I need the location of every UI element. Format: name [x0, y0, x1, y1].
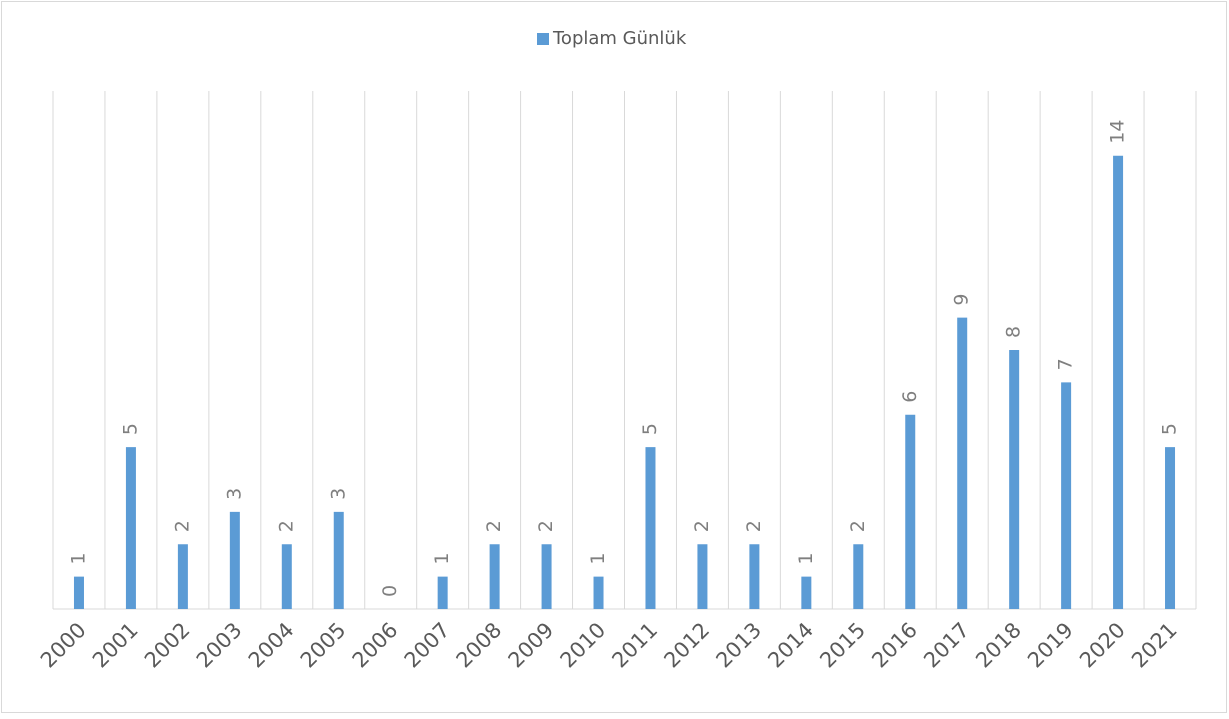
data-label: 5	[639, 423, 661, 435]
bar	[1113, 155, 1124, 609]
bar	[749, 544, 760, 609]
bar	[177, 544, 188, 609]
data-label: 5	[119, 423, 141, 435]
bar	[853, 544, 864, 609]
bar	[801, 576, 812, 609]
data-label: 14	[1107, 120, 1129, 144]
data-label: 2	[535, 520, 557, 532]
bar	[905, 414, 916, 609]
data-label: 1	[67, 553, 89, 565]
bar	[957, 317, 968, 609]
data-label: 1	[587, 553, 609, 565]
legend-label: Toplam Günlük	[552, 28, 687, 49]
bar	[593, 576, 604, 609]
bar	[645, 447, 656, 609]
data-label: 3	[327, 488, 349, 500]
data-label: 2	[275, 520, 297, 532]
bar	[437, 576, 448, 609]
data-label: 2	[847, 520, 869, 532]
data-label: 9	[951, 294, 973, 306]
data-label: 6	[899, 391, 921, 403]
data-label: 7	[1055, 358, 1077, 370]
data-label: 8	[1003, 326, 1025, 338]
bar	[229, 511, 240, 609]
bar	[541, 544, 552, 609]
bar	[281, 544, 292, 609]
data-label: 2	[483, 520, 505, 532]
data-label: 3	[223, 488, 245, 500]
bar	[1165, 447, 1176, 609]
legend-swatch	[537, 33, 549, 45]
data-label: 2	[743, 520, 765, 532]
bar	[489, 544, 500, 609]
data-label: 0	[379, 585, 401, 597]
bar	[125, 447, 136, 609]
data-label: 1	[431, 553, 453, 565]
data-label: 1	[795, 553, 817, 565]
bar	[73, 576, 84, 609]
data-label: 2	[691, 520, 713, 532]
bar	[697, 544, 708, 609]
bar	[333, 511, 344, 609]
bar	[1061, 382, 1072, 609]
data-label: 2	[171, 520, 193, 532]
bar	[1009, 350, 1020, 609]
data-label: 5	[1159, 423, 1181, 435]
